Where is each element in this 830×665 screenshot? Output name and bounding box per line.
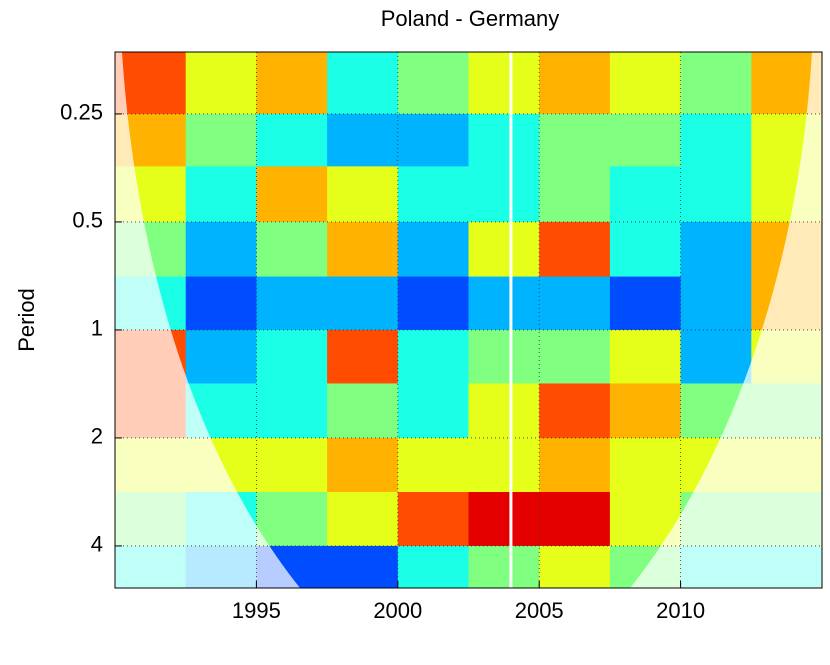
heat-cell (327, 545, 399, 589)
heat-cell (539, 221, 611, 278)
heat-cell (609, 383, 682, 439)
heat-cell (185, 52, 257, 115)
heat-cell (256, 166, 328, 223)
chart-title: Poland - Germany (381, 6, 560, 31)
heat-cell (397, 113, 469, 167)
heat-cell (256, 329, 328, 384)
heat-cell (397, 492, 469, 547)
heat-cell (680, 52, 752, 115)
heat-cell (539, 276, 611, 331)
heat-cell (327, 276, 399, 331)
y-tick-label: 1 (91, 316, 103, 341)
heat-cell (468, 383, 540, 439)
heat-cell (609, 52, 682, 115)
heat-cell (185, 113, 257, 167)
axes: 1995 2000 2005 2010 0.25 0.5 1 2 4 (60, 52, 822, 623)
heat-cell (539, 329, 611, 384)
heat-cell (609, 166, 682, 223)
heat-cell (539, 437, 611, 493)
heat-cell (539, 545, 611, 589)
heat-cell (539, 166, 611, 223)
heat-cell (327, 166, 399, 223)
heat-cell (327, 52, 399, 115)
heat-cell (327, 329, 399, 384)
heat-cell (256, 276, 328, 331)
heat-cell (468, 113, 540, 167)
heat-cell (680, 276, 752, 331)
heat-cell (468, 221, 540, 278)
y-axis-label: Period (14, 288, 39, 352)
heat-cell (185, 166, 257, 223)
heat-cell (539, 383, 611, 439)
heat-cell (397, 437, 469, 493)
heat-cell (327, 383, 399, 439)
heat-cell (468, 437, 540, 493)
heat-cell (609, 329, 682, 384)
heat-cell (468, 329, 540, 384)
heat-cell (680, 221, 752, 278)
heat-cell (256, 113, 328, 167)
heat-cell (468, 545, 540, 589)
heat-cell (256, 221, 328, 278)
heat-cell (397, 545, 469, 589)
y-tick-label: 2 (91, 424, 103, 449)
heat-cell (185, 276, 257, 331)
heat-cell (327, 221, 399, 278)
y-tick-label: 0.25 (60, 100, 103, 125)
heat-cell (539, 52, 611, 115)
y-tick-label: 4 (91, 532, 103, 557)
heat-cell (609, 276, 682, 331)
heat-cell (468, 492, 540, 547)
heat-cell (468, 166, 540, 223)
heat-cell (397, 221, 469, 278)
x-tick-label: 2000 (373, 598, 422, 623)
heat-cell (680, 329, 752, 384)
heat-cell (115, 52, 187, 115)
heat-cell (680, 113, 752, 167)
heat-cell (327, 113, 399, 167)
heat-cell (397, 166, 469, 223)
heat-cell (609, 221, 682, 278)
heat-cell (256, 437, 328, 493)
heat-cell (327, 492, 399, 547)
heat-cell (539, 113, 611, 167)
heat-cell (397, 383, 469, 439)
x-tick-label: 1995 (232, 598, 281, 623)
y-tick-label: 0.5 (72, 208, 103, 233)
heat-cell (468, 276, 540, 331)
heat-cell (185, 221, 257, 278)
heat-cell (397, 276, 469, 331)
heat-cell (397, 52, 469, 115)
heat-cell (397, 329, 469, 384)
heat-cell (256, 492, 328, 547)
heat-cell (256, 52, 328, 115)
heat-cell (539, 492, 611, 547)
x-tick-label: 2005 (515, 598, 564, 623)
heat-cell (468, 52, 540, 115)
heat-cell (609, 113, 682, 167)
heat-cell (327, 437, 399, 493)
heat-cell (680, 166, 752, 223)
cone-of-influence (115, 52, 822, 588)
heat-cell (609, 437, 682, 493)
heat-cell (185, 329, 257, 384)
heat-cell (256, 383, 328, 439)
plot-frame (114, 51, 823, 589)
x-tick-label: 2010 (656, 598, 705, 623)
